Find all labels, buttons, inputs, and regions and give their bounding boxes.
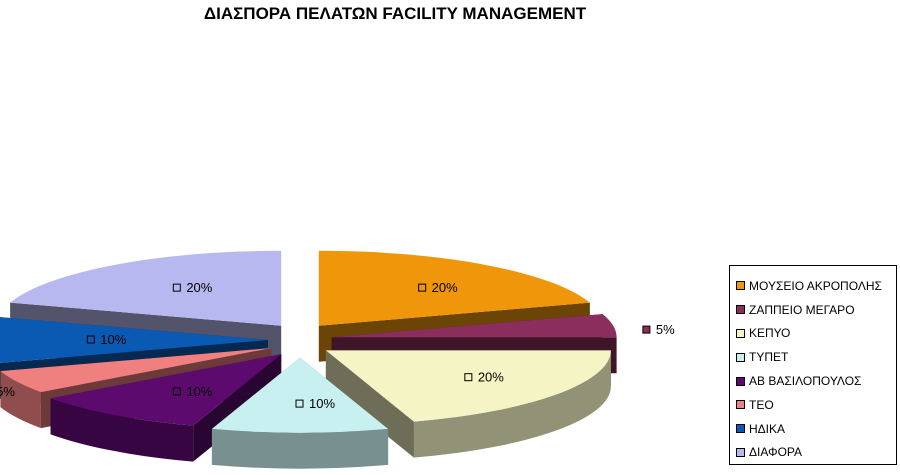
legend-swatch xyxy=(736,328,745,338)
legend-label: ΤΕΟ xyxy=(749,397,774,412)
svg-text:10%: 10% xyxy=(309,396,335,411)
legend-item-6: ΗΔΙΚΑ xyxy=(736,417,896,441)
legend-item-3: ΤΥΠΕΤ xyxy=(736,345,896,369)
legend-swatch xyxy=(736,352,745,362)
data-label-4: 10% xyxy=(172,384,213,399)
svg-text:10%: 10% xyxy=(100,332,126,347)
legend-label: ΑΒ ΒΑΣΙΛΟΠΟΥΛΟΣ xyxy=(749,374,862,389)
legend-label: ΔΙΑΦΟΡΑ xyxy=(749,445,803,460)
legend-swatch xyxy=(736,376,745,386)
legend-item-2: ΚΕΠΥΟ xyxy=(736,322,896,346)
svg-text:20%: 20% xyxy=(186,280,212,295)
svg-text:20%: 20% xyxy=(432,280,458,295)
legend-swatch xyxy=(736,400,745,410)
legend-item-0: ΜΟΥΣΕΙΟ ΑΚΡΟΠΟΛΗΣ xyxy=(736,274,896,298)
svg-text:5%: 5% xyxy=(656,322,675,337)
chart-legend: ΜΟΥΣΕΙΟ ΑΚΡΟΠΟΛΗΣ ΖΑΠΠΕΙΟ ΜΕΓΑΡΟ ΚΕΠΥΟ ΤΥΠΕ… xyxy=(729,265,897,465)
legend-swatch xyxy=(736,305,745,315)
pie-slice-2 xyxy=(325,350,611,458)
legend-item-1: ΖΑΠΠΕΙΟ ΜΕΓΑΡΟ xyxy=(736,298,896,322)
legend-item-4: ΑΒ ΒΑΣΙΛΟΠΟΥΛΟΣ xyxy=(736,369,896,393)
legend-label: ΗΔΙΚΑ xyxy=(749,421,786,436)
data-label-5: 5% xyxy=(0,384,15,399)
data-label-6: 10% xyxy=(86,332,127,347)
legend-label: ΜΟΥΣΕΙΟ ΑΚΡΟΠΟΛΗΣ xyxy=(749,278,882,293)
legend-label: ΚΕΠΥΟ xyxy=(749,326,791,341)
data-label-7: 20% xyxy=(172,280,213,295)
pie-slice-3 xyxy=(211,357,389,469)
data-label-0: 20% xyxy=(418,280,458,295)
data-label-2: 20% xyxy=(464,370,504,385)
legend-label: ΖΑΠΠΕΙΟ ΜΕΓΑΡΟ xyxy=(749,302,855,317)
data-label-3: 10% xyxy=(295,396,335,411)
legend-item-7: ΔΙΑΦΟΡΑ xyxy=(736,441,896,465)
legend-swatch xyxy=(736,281,745,291)
legend-swatch xyxy=(736,447,745,457)
svg-text:10%: 10% xyxy=(186,384,212,399)
legend-swatch xyxy=(736,424,745,434)
svg-text:20%: 20% xyxy=(478,370,504,385)
chart-title: ΔΙΑΣΠΟΡΑ ΠΕΛΑΤΩΝ FACILITY MANAGEMENT xyxy=(203,4,587,23)
legend-label: ΤΥΠΕΤ xyxy=(749,350,789,365)
svg-text:5%: 5% xyxy=(0,384,15,399)
data-label-1: 5% xyxy=(642,322,675,337)
legend-item-5: ΤΕΟ xyxy=(736,393,896,417)
